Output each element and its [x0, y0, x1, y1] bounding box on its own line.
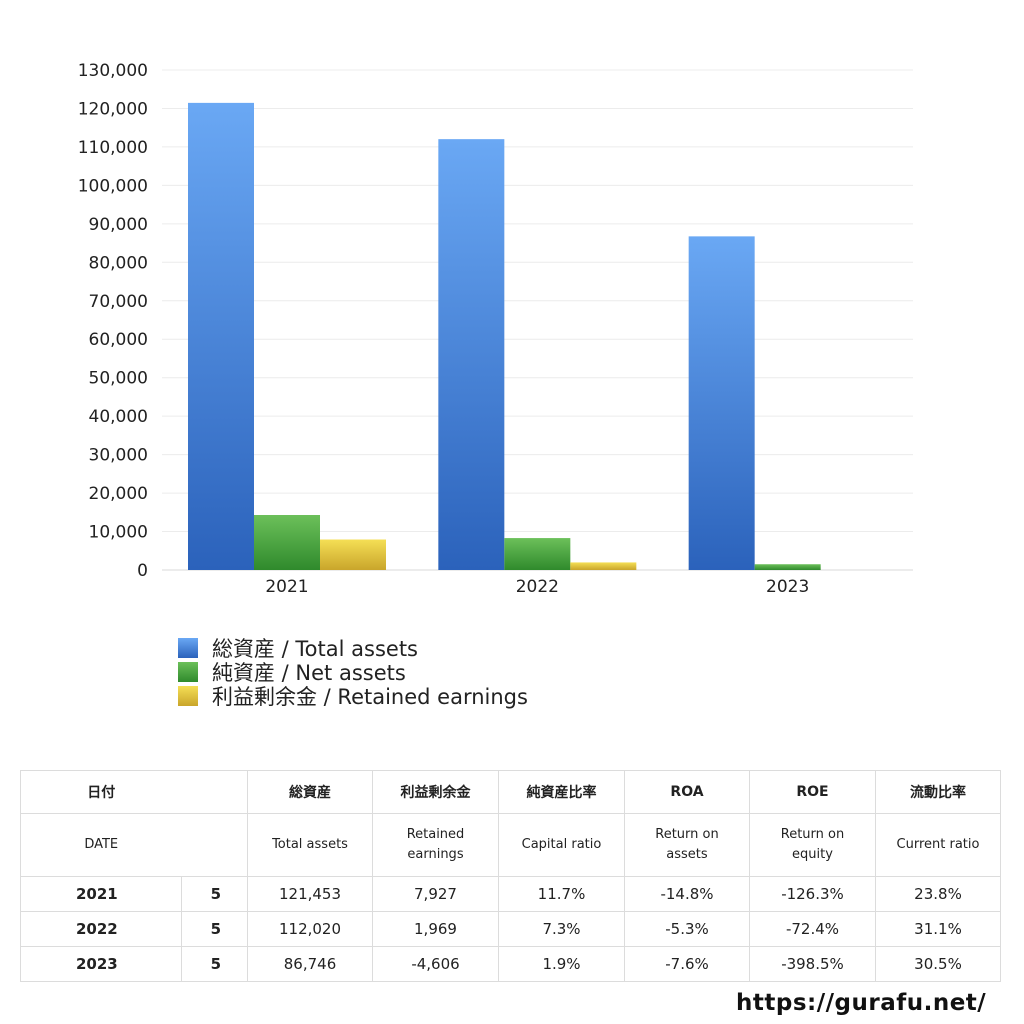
header-roa-en: Return on assets [624, 813, 750, 877]
y-tick-label: 50,000 [89, 369, 148, 389]
bar [438, 139, 505, 570]
header-roe-en: Return on equity [749, 813, 876, 877]
cell-capital-ratio: 11.7% [498, 876, 625, 912]
bar [254, 515, 320, 570]
header-line: earnings [407, 847, 464, 862]
cell-month: 5 [181, 876, 248, 912]
header-current-ratio: 流動比率 [875, 770, 1001, 814]
y-tick-label: 40,000 [89, 407, 148, 427]
header-roe: ROE [749, 770, 876, 814]
bar [754, 564, 821, 570]
header-total-assets: 総資産 [247, 770, 373, 814]
header-line: assets [666, 847, 708, 862]
header-date-en: DATE [20, 813, 182, 877]
cell-roa: -5.3% [624, 911, 750, 947]
y-tick-label: 120,000 [78, 99, 148, 119]
header-spacer [181, 813, 248, 877]
y-tick-label: 110,000 [78, 138, 148, 158]
legend-label: 総資産 / Total assets [212, 637, 418, 661]
cell-current-ratio: 30.5% [875, 946, 1001, 982]
table-row: 2023 5 86,746 -4,606 1.9% -7.6% -398.5% … [20, 946, 1001, 982]
cell-capital-ratio: 1.9% [498, 946, 625, 982]
bar-chart: 0 10,000 20,000 30,000 40,000 50,000 60,000 70,… [78, 61, 913, 597]
header-total-assets-en: Total assets [247, 813, 373, 877]
cell-month: 5 [181, 911, 248, 947]
y-tick-label: 30,000 [89, 446, 148, 466]
header-line: Return on [655, 827, 719, 842]
y-tick-label: 0 [137, 561, 148, 581]
bar [570, 562, 637, 570]
legend: 総資産 / Total assets 純資産 / Net assets 利益剰余… [178, 636, 528, 709]
header-capital-ratio-en: Capital ratio [498, 813, 625, 877]
header-row-en: DATE Total assets Retained earnings Capit… [20, 813, 1001, 877]
y-tick-label: 100,000 [78, 176, 148, 196]
cell-current-ratio: 23.8% [875, 876, 1001, 912]
cell-roa: -7.6% [624, 946, 750, 982]
legend-item-retained-earnings: 利益剰余金 / Retained earnings [178, 684, 528, 709]
x-tick-label: 2022 [516, 577, 559, 597]
bar [688, 236, 755, 570]
header-retained: 利益剰余金 [372, 770, 499, 814]
y-tick-label: 80,000 [89, 253, 148, 273]
bar [320, 539, 386, 570]
cell-month: 5 [181, 946, 248, 982]
cell-year: 2021 [20, 876, 182, 912]
cell-capital-ratio: 7.3% [498, 911, 625, 947]
grid [162, 69, 913, 571]
legend-label: 純資産 / Net assets [212, 661, 406, 685]
legend-swatch [178, 686, 198, 706]
cell-retained: 1,969 [372, 911, 499, 947]
legend-label: 利益剰余金 / Retained earnings [212, 685, 528, 709]
header-line: Return on [780, 827, 845, 842]
y-tick-label: 90,000 [89, 215, 148, 235]
x-axis: 2021 2022 2023 [265, 577, 809, 597]
header-row-ja: 日付 総資産 利益剰余金 純資産比率 ROA ROE 流動比率 [20, 770, 1001, 814]
bars [188, 102, 821, 570]
cell-roa: -14.8% [624, 876, 750, 912]
cell-roe: -72.4% [749, 911, 876, 947]
legend-item-net-assets: 純資産 / Net assets [178, 660, 528, 685]
cell-current-ratio: 31.1% [875, 911, 1001, 947]
header-capital-ratio: 純資産比率 [498, 770, 625, 814]
legend-swatch [178, 662, 198, 682]
table-row: 2022 5 112,020 1,969 7.3% -5.3% -72.4% 3… [20, 911, 1001, 947]
header-roa: ROA [624, 770, 750, 814]
cell-retained: 7,927 [372, 876, 499, 912]
header-spacer [181, 770, 248, 814]
bar [504, 538, 571, 570]
cell-roe: -398.5% [749, 946, 876, 982]
cell-year: 2022 [20, 911, 182, 947]
financial-table: 日付 総資産 利益剰余金 純資産比率 ROA ROE 流動比率 DATE Tot… [20, 770, 1001, 982]
y-tick-label: 60,000 [89, 330, 148, 350]
y-tick-label: 70,000 [89, 292, 148, 312]
x-tick-label: 2023 [766, 577, 809, 597]
header-line: equity [792, 847, 833, 862]
cell-roe: -126.3% [749, 876, 876, 912]
header-line: Retained [406, 827, 465, 842]
x-tick-label: 2021 [265, 577, 308, 597]
cell-total-assets: 112,020 [247, 911, 373, 947]
header-date: 日付 [20, 770, 182, 814]
y-tick-label: 20,000 [89, 484, 148, 504]
cell-retained: -4,606 [372, 946, 499, 982]
cell-year: 2023 [20, 946, 182, 982]
legend-swatch [178, 638, 198, 658]
y-tick-label: 130,000 [78, 61, 148, 81]
header-current-ratio-en: Current ratio [875, 813, 1001, 877]
cell-total-assets: 86,746 [247, 946, 373, 982]
table-row: 2021 5 121,453 7,927 11.7% -14.8% -126.3… [20, 876, 1001, 912]
y-axis: 0 10,000 20,000 30,000 40,000 50,000 60,000 70,… [78, 61, 148, 581]
site-url: https://gurafu.net/ [736, 990, 987, 1016]
bar [188, 102, 254, 570]
cell-total-assets: 121,453 [247, 876, 373, 912]
header-retained-en: Retained earnings [372, 813, 499, 877]
y-tick-label: 10,000 [89, 523, 148, 543]
legend-item-total-assets: 総資産 / Total assets [178, 636, 528, 661]
